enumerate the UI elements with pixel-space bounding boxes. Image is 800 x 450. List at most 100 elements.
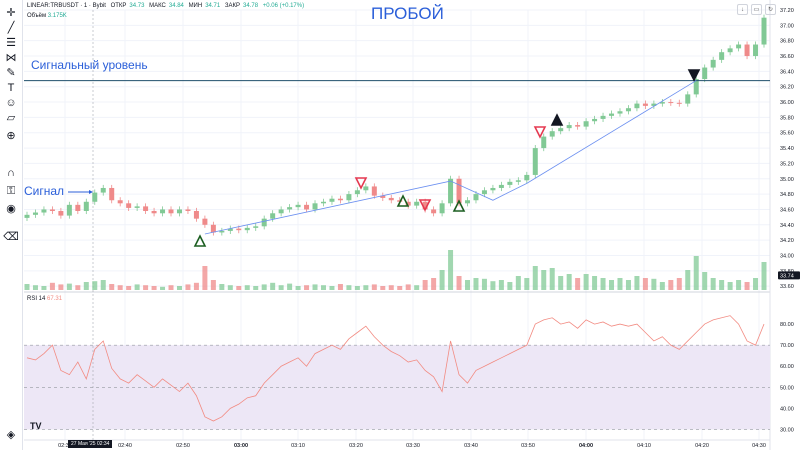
candle	[414, 201, 420, 206]
volume-bar	[727, 282, 733, 290]
candle	[710, 59, 716, 68]
volume-bar	[143, 285, 149, 290]
tradingview-logo-icon: TV	[30, 421, 42, 431]
eye-icon[interactable]: ◉	[6, 203, 16, 215]
candle	[49, 209, 55, 211]
text-icon[interactable]: T	[7, 82, 15, 94]
volume-bar	[481, 278, 487, 290]
candle	[109, 187, 115, 201]
price-axis-label: 36.20	[780, 85, 794, 91]
layers-icon[interactable]: ◈	[6, 429, 16, 441]
volume-bar	[753, 278, 759, 290]
price-axis-label: 34.20	[780, 238, 794, 244]
volume-bar	[371, 284, 377, 290]
volume-bar	[676, 278, 682, 290]
cursor-icon[interactable]: ✛	[6, 7, 16, 19]
candle	[524, 174, 530, 181]
volume-bar	[693, 256, 699, 290]
open-value: 34.73	[129, 3, 145, 9]
signal-arrowhead	[89, 190, 93, 194]
buy-marker	[452, 199, 466, 212]
candle	[592, 118, 598, 122]
volume-bar	[380, 286, 386, 290]
trendline-icon[interactable]: ╱	[7, 22, 15, 34]
volume-bar	[185, 284, 191, 290]
buy-marker	[396, 194, 410, 207]
rsi-legend: RSI 14 67.31	[27, 296, 62, 302]
high-label: МАКС	[149, 3, 166, 9]
volume-bar	[244, 285, 250, 290]
candle	[58, 210, 64, 216]
candle	[668, 102, 674, 104]
maximize-icon[interactable]: ▭	[751, 4, 762, 15]
volume-bar	[100, 280, 106, 290]
volume-bar	[549, 268, 555, 290]
candle	[185, 209, 191, 211]
volume-bar	[702, 272, 708, 290]
volume-bar	[227, 285, 233, 290]
volume-bar	[24, 284, 30, 290]
sell-marker	[687, 69, 701, 82]
candle	[736, 44, 742, 49]
sell-marker	[418, 199, 432, 212]
rsi-axis-label: 50.00	[780, 385, 794, 391]
price-axis-label: 35.20	[780, 161, 794, 167]
trash-icon[interactable]: ⌫	[3, 231, 19, 243]
volume-bar	[388, 285, 394, 290]
fib-icon[interactable]: ☰	[6, 37, 16, 49]
volume-bar	[278, 285, 284, 290]
volume-bar	[422, 280, 428, 290]
candle	[100, 187, 106, 193]
volume-bar	[270, 282, 276, 290]
zoom-icon[interactable]: ⊕	[6, 130, 16, 142]
volume-bar	[710, 278, 716, 290]
candle	[744, 44, 750, 57]
price-axis-label: 35.40	[780, 146, 794, 152]
candle	[202, 218, 208, 225]
volume-bar	[236, 286, 242, 290]
candle	[278, 209, 284, 214]
emoji-icon[interactable]: ☺	[5, 97, 17, 109]
volume-bar	[134, 284, 140, 290]
time-axis-label: 02:50	[176, 443, 190, 449]
candle	[363, 186, 369, 191]
candle	[312, 203, 318, 210]
lock-icon[interactable]: ⚿	[6, 185, 16, 197]
pattern-icon[interactable]: ⋈	[5, 52, 17, 64]
candle	[642, 103, 648, 106]
volume-bar	[515, 276, 521, 290]
time-axis-label: 03:00	[234, 443, 248, 449]
close-label: ЗАКР	[224, 3, 241, 9]
candle	[583, 121, 589, 127]
restore-icon[interactable]: ↻	[765, 4, 776, 15]
trend-line	[204, 80, 697, 235]
ruler-icon[interactable]: ▱	[6, 112, 16, 124]
candle	[659, 102, 665, 104]
symbol-name[interactable]: LINEAR:TRBUSDT · 1 · Bybit	[27, 3, 106, 9]
candle	[244, 227, 250, 231]
candle	[617, 111, 623, 114]
volume-bar	[651, 278, 657, 290]
volume-bar	[541, 270, 547, 290]
time-axis-label: 04:10	[637, 443, 651, 449]
volume-bar	[744, 282, 750, 290]
volume-bar	[354, 286, 360, 290]
arrow-down-icon[interactable]: ↓	[737, 4, 748, 15]
magnet-icon[interactable]: ∩	[7, 167, 15, 179]
time-axis-label: 02:30	[58, 443, 72, 449]
candle	[176, 209, 182, 214]
candle	[473, 194, 479, 201]
volume-bar	[287, 283, 293, 290]
price-axis-label: 34.60	[780, 207, 794, 213]
volume-bar	[617, 278, 623, 290]
volume-bar	[92, 281, 98, 290]
candle	[566, 125, 572, 129]
price-axis-label: 34.00	[780, 253, 794, 259]
time-axis-label: 03:10	[291, 443, 305, 449]
brush-icon[interactable]: ✎	[6, 67, 16, 79]
volume-bar	[719, 280, 725, 290]
time-axis-label: 04:00	[579, 443, 593, 449]
candle	[448, 178, 454, 204]
volume-bar	[465, 280, 471, 290]
